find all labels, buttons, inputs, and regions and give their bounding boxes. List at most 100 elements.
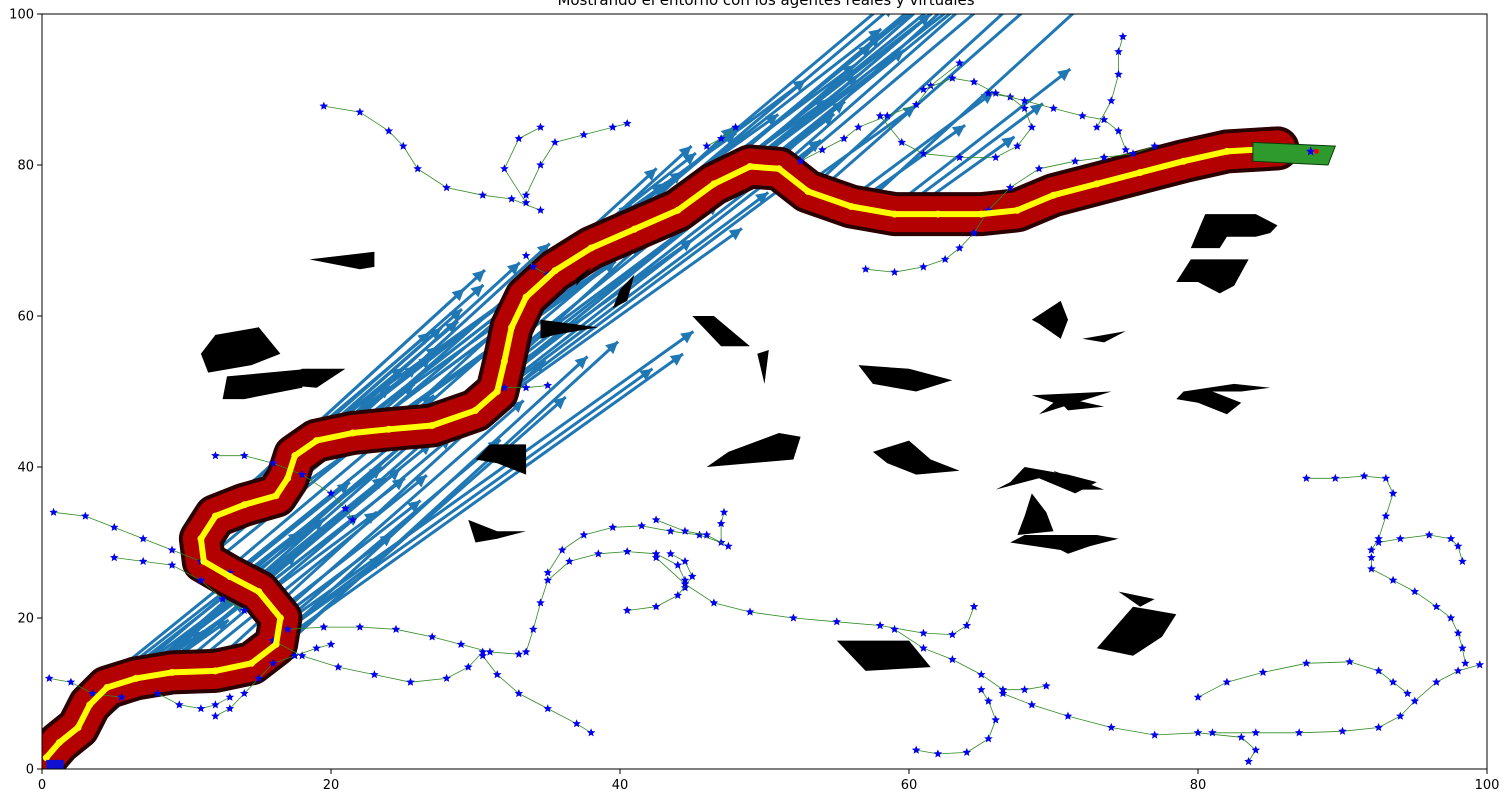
force-arrow-head	[1029, 103, 1043, 116]
agent-marker	[1107, 96, 1116, 105]
x-tick-label: 100	[1475, 778, 1500, 793]
force-arrow-head	[379, 534, 393, 547]
force-arrow	[244, 367, 654, 661]
agent-line	[157, 693, 230, 710]
robot-path-point	[248, 659, 256, 667]
force-arrow	[228, 430, 410, 578]
agent-marker	[622, 606, 632, 615]
obstacle	[995, 467, 1097, 494]
agent-marker	[514, 649, 524, 658]
agent-marker	[1005, 183, 1015, 192]
robot-path-point	[1013, 206, 1021, 214]
goal-point	[1313, 148, 1319, 154]
agent-marker	[637, 521, 646, 530]
robot-path-point	[522, 293, 530, 301]
robot-path-point	[42, 754, 50, 762]
obstacle	[872, 440, 960, 475]
obstacle	[468, 519, 527, 543]
force-arrow-head	[407, 500, 421, 513]
agent-marker	[854, 122, 863, 131]
agent-line	[879, 92, 1033, 158]
agent-marker	[1302, 658, 1311, 667]
obstacle	[1176, 383, 1271, 415]
agent	[651, 515, 733, 550]
agent-marker	[998, 689, 1008, 698]
force-arrow	[177, 473, 428, 678]
agent-marker	[745, 607, 755, 616]
agent-marker	[536, 205, 545, 214]
force-arrow-head	[678, 145, 692, 159]
agent-marker	[962, 621, 972, 630]
agent-marker	[218, 594, 227, 603]
agent-marker	[1388, 677, 1398, 686]
agent-marker	[839, 134, 849, 143]
agent-marker	[955, 152, 964, 162]
agent-marker	[138, 534, 148, 543]
agent-marker	[427, 632, 437, 641]
force-arrow-head	[445, 321, 459, 334]
robot-path-point	[428, 421, 436, 429]
agent-marker	[948, 655, 957, 664]
force-arrow-head	[1057, 69, 1071, 82]
agent-marker	[1027, 700, 1037, 709]
force-arrow	[887, 67, 1072, 212]
agent-marker	[1381, 511, 1391, 520]
agent	[1208, 660, 1485, 737]
agent-marker	[962, 747, 972, 756]
force-arrows	[42, 14, 1075, 763]
robot-path-point	[1050, 191, 1057, 199]
agent-marker	[919, 643, 928, 652]
force-arrow	[755, 14, 952, 172]
force-arrow	[273, 499, 422, 616]
agent-marker	[196, 575, 206, 584]
y-tick-label: 80	[17, 159, 34, 174]
agent-marker	[875, 111, 885, 120]
agent-marker	[1338, 726, 1347, 735]
agent-marker	[1432, 602, 1441, 611]
obstacle	[692, 316, 750, 347]
agent-marker	[341, 504, 350, 513]
agent-marker	[1244, 757, 1253, 766]
agent-marker	[240, 451, 249, 460]
agent-marker	[861, 264, 870, 273]
agent-marker	[875, 621, 885, 630]
force-arrow	[309, 283, 485, 438]
agent-marker	[1302, 473, 1311, 482]
obstacle	[576, 266, 592, 286]
agent-marker	[919, 85, 928, 94]
agent	[861, 141, 1159, 276]
agent-marker	[651, 602, 661, 611]
agent-marker	[348, 515, 357, 524]
agent-marker	[406, 677, 415, 686]
agent-marker	[1403, 689, 1412, 698]
agent-marker	[297, 470, 307, 479]
agent-marker	[88, 689, 97, 698]
agent	[44, 673, 126, 701]
robot-path-point	[977, 210, 985, 218]
agent-marker	[399, 141, 408, 150]
agent-marker	[1446, 534, 1456, 543]
y-tick-label: 60	[17, 310, 34, 325]
agent-line	[655, 519, 729, 547]
agent-marker	[1458, 556, 1467, 565]
robot-path-point	[103, 683, 111, 691]
agent-marker	[789, 613, 798, 622]
agent-line	[525, 123, 628, 196]
force-arrow-head	[755, 192, 769, 205]
agent-marker	[1396, 534, 1405, 543]
agent-marker	[521, 190, 531, 199]
agent-marker	[984, 734, 993, 743]
agent-marker	[326, 488, 336, 498]
agent-marker	[579, 530, 589, 539]
agent-marker	[485, 647, 495, 656]
agent-marker	[673, 560, 683, 569]
agent-marker	[1396, 711, 1405, 720]
agent-marker	[933, 749, 943, 758]
agent-marker	[716, 134, 726, 143]
agent-line	[215, 644, 332, 717]
agent-line	[1371, 557, 1466, 664]
agent-marker	[1410, 696, 1419, 705]
agent-marker	[1121, 145, 1130, 154]
force-arrow-head	[377, 386, 391, 399]
robot-path-point	[775, 165, 783, 173]
